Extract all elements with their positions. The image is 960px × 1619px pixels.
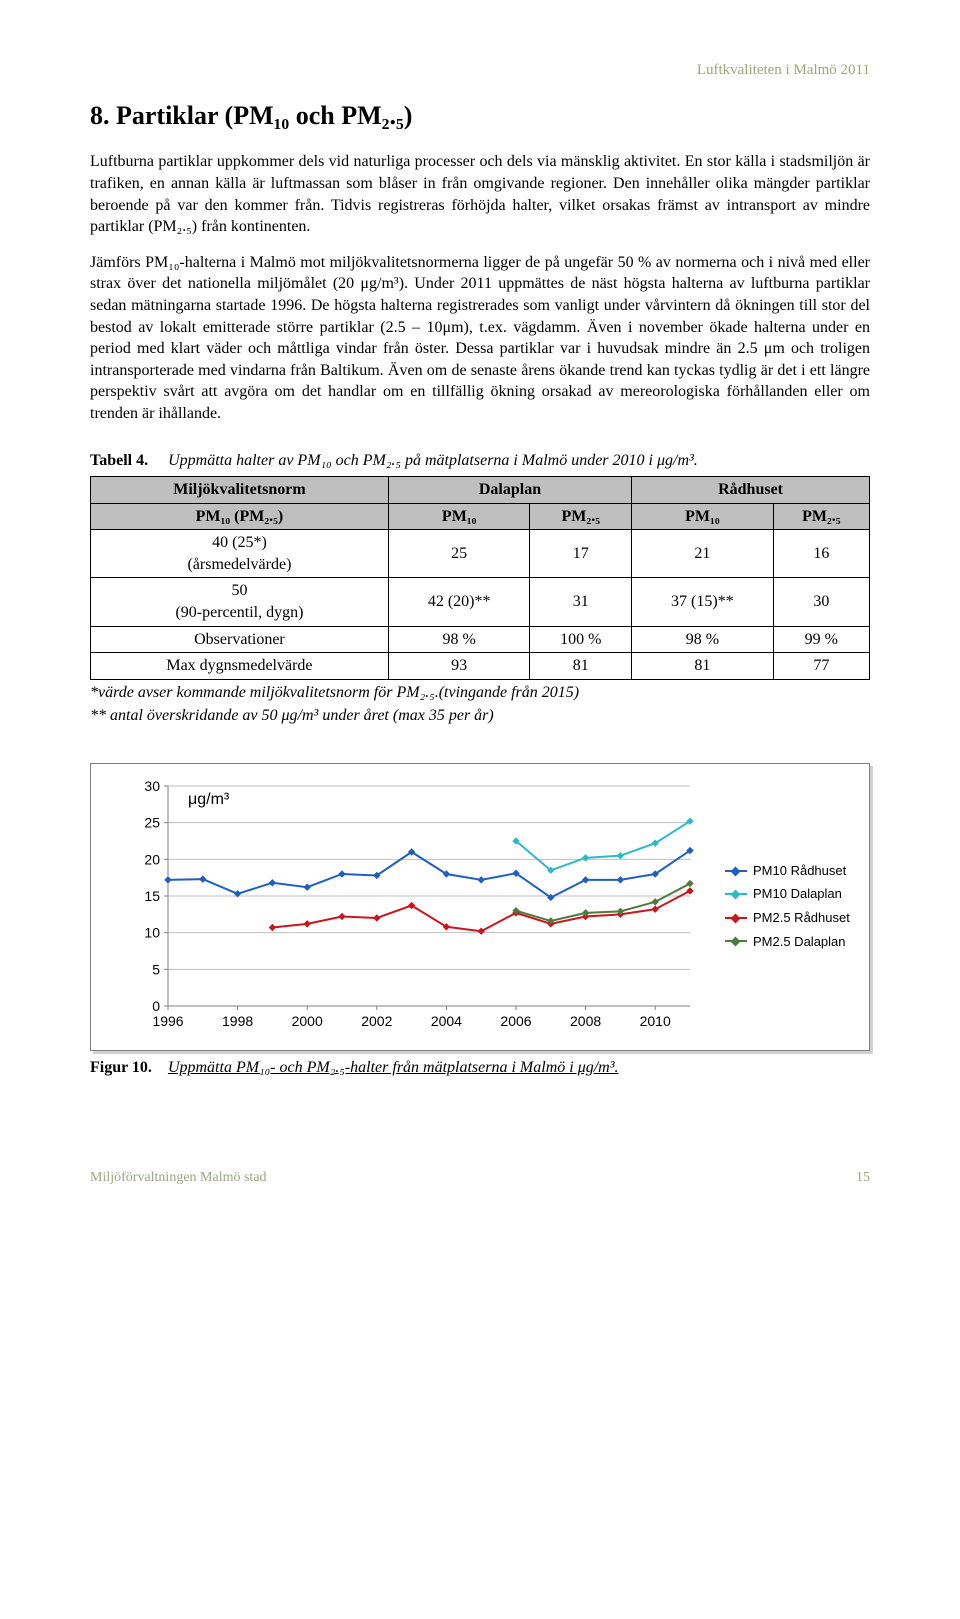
table-footnote-1: *värde avser kommande miljökvalitetsnorm… xyxy=(90,682,870,704)
legend-swatch xyxy=(725,940,747,942)
table-label: Tabell 4. xyxy=(90,452,148,469)
col-sub-dalaplan-pm10: PM₁₀ xyxy=(388,503,530,530)
legend-swatch xyxy=(725,893,747,895)
svg-text:2004: 2004 xyxy=(431,1013,462,1029)
table-row: 50(90-percentil, dygn)42 (20)**3137 (15)… xyxy=(91,578,870,626)
svg-text:20: 20 xyxy=(144,851,160,867)
svg-text:2000: 2000 xyxy=(292,1013,323,1029)
svg-text:2002: 2002 xyxy=(361,1013,392,1029)
section-heading: 8. Partiklar (PM₁₀ och PM₂.₅) xyxy=(90,98,870,133)
col-sub-radhuset-pm25: PM₂.₅ xyxy=(773,503,869,530)
intro-paragraph-2: Jämförs PM₁₀-halterna i Malmö mot miljök… xyxy=(90,252,870,425)
cell: 21 xyxy=(632,530,774,578)
svg-text:1998: 1998 xyxy=(222,1013,253,1029)
svg-text:30: 30 xyxy=(144,778,160,794)
svg-text:15: 15 xyxy=(144,888,160,904)
col-sub-radhuset-pm10: PM₁₀ xyxy=(632,503,774,530)
table-caption-text: Uppmätta halter av PM₁₀ och PM₂.₅ på mät… xyxy=(168,452,698,469)
legend-label: PM10 Rådhuset xyxy=(753,862,846,880)
legend-swatch xyxy=(725,917,747,919)
measurements-table: Miljökvalitetsnorm Dalaplan Rådhuset PM₁… xyxy=(90,476,870,680)
legend-swatch xyxy=(725,870,747,872)
col-sub-dalaplan-pm25: PM₂.₅ xyxy=(530,503,632,530)
svg-text:2006: 2006 xyxy=(500,1013,531,1029)
svg-text:10: 10 xyxy=(144,925,160,941)
svg-text:μg/m³: μg/m³ xyxy=(188,791,230,808)
footer-left: Miljöförvaltningen Malmö stad xyxy=(90,1169,267,1188)
table-row: Max dygnsmedelvärde93818177 xyxy=(91,653,870,680)
table-caption: Tabell 4. Uppmätta halter av PM₁₀ och PM… xyxy=(90,450,870,472)
row-label: Observationer xyxy=(91,626,389,653)
cell: 81 xyxy=(632,653,774,680)
legend-item: PM2.5 Rådhuset xyxy=(725,909,855,927)
cell: 30 xyxy=(773,578,869,626)
figure-caption-text: Uppmätta PM₁₀- och PM₂.₅-halter från mät… xyxy=(168,1059,619,1076)
svg-text:25: 25 xyxy=(144,815,160,831)
cell: 17 xyxy=(530,530,632,578)
cell: 99 % xyxy=(773,626,869,653)
row-label: 40 (25*)(årsmedelvärde) xyxy=(91,530,389,578)
cell: 93 xyxy=(388,653,530,680)
row-label: Max dygnsmedelvärde xyxy=(91,653,389,680)
legend-item: PM10 Rådhuset xyxy=(725,862,855,880)
footer-page-number: 15 xyxy=(856,1169,870,1188)
svg-text:2010: 2010 xyxy=(640,1013,671,1029)
chart-legend: PM10 Rådhuset PM10 Dalaplan PM2.5 Rådhuset… xyxy=(715,776,855,1036)
legend-item: PM2.5 Dalaplan xyxy=(725,933,855,951)
figure-caption: Figur 10. Uppmätta PM₁₀- och PM₂.₅-halte… xyxy=(90,1057,870,1079)
chart-container: 0 5 10 15 20 25 30 1996 1998 2000 2002 2004 2006 2008… xyxy=(90,763,870,1051)
legend-label: PM2.5 Dalaplan xyxy=(753,933,846,951)
table-row: Observationer98 %100 %98 %99 % xyxy=(91,626,870,653)
cell: 98 % xyxy=(388,626,530,653)
col-header-norm: Miljökvalitetsnorm xyxy=(91,477,389,504)
legend-item: PM10 Dalaplan xyxy=(725,885,855,903)
cell: 31 xyxy=(530,578,632,626)
col-header-radhuset: Rådhuset xyxy=(632,477,870,504)
legend-label: PM10 Dalaplan xyxy=(753,885,842,903)
cell: 42 (20)** xyxy=(388,578,530,626)
svg-text:0: 0 xyxy=(152,998,160,1014)
page-footer: Miljöförvaltningen Malmö stad 15 xyxy=(90,1169,870,1188)
svg-text:1996: 1996 xyxy=(152,1013,183,1029)
svg-text:2008: 2008 xyxy=(570,1013,601,1029)
cell: 100 % xyxy=(530,626,632,653)
cell: 37 (15)** xyxy=(632,578,774,626)
table-row: 40 (25*)(årsmedelvärde)25172116 xyxy=(91,530,870,578)
cell: 16 xyxy=(773,530,869,578)
figure-label: Figur 10. xyxy=(90,1059,152,1076)
table-footnote-2: ** antal överskridande av 50 μg/m³ under… xyxy=(90,705,870,727)
intro-paragraph-1: Luftburna partiklar uppkommer dels vid n… xyxy=(90,151,870,237)
col-sub-norm: PM₁₀ (PM₂.₅) xyxy=(91,503,389,530)
cell: 81 xyxy=(530,653,632,680)
row-label: 50(90-percentil, dygn) xyxy=(91,578,389,626)
legend-label: PM2.5 Rådhuset xyxy=(753,909,850,927)
svg-text:5: 5 xyxy=(152,961,160,977)
cell: 98 % xyxy=(632,626,774,653)
running-header: Luftkvaliteten i Malmö 2011 xyxy=(90,60,870,80)
pm-chart: 0 5 10 15 20 25 30 1996 1998 2000 2002 2004 2006 2008… xyxy=(105,776,715,1036)
col-header-dalaplan: Dalaplan xyxy=(388,477,631,504)
cell: 25 xyxy=(388,530,530,578)
cell: 77 xyxy=(773,653,869,680)
